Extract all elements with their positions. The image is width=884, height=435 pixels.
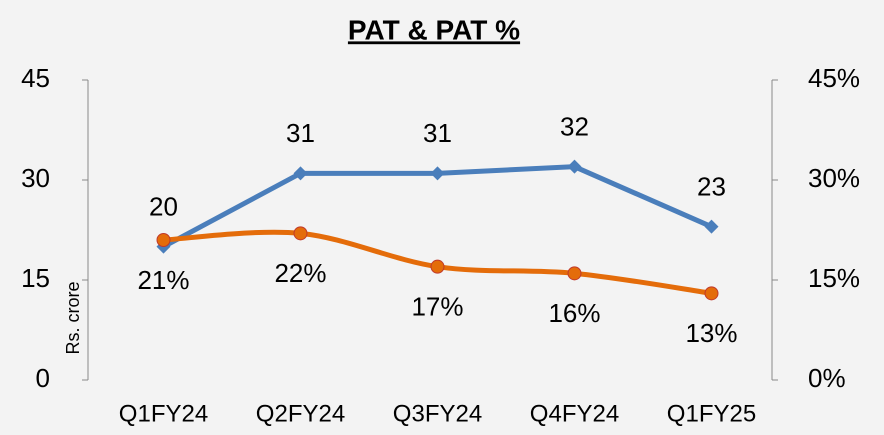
point <box>567 159 582 174</box>
point <box>293 166 308 181</box>
data-label: 22% <box>274 258 326 288</box>
x-tick-label: Q2FY24 <box>256 400 345 427</box>
x-tick-label: Q1FY25 <box>667 400 756 427</box>
point <box>704 219 719 234</box>
data-label: 21% <box>137 265 189 295</box>
y-tick-label: 0 <box>36 363 50 393</box>
y2-tick-label: 15% <box>808 263 860 293</box>
x-tick-label: Q1FY24 <box>119 400 208 427</box>
y-tick-label: 45 <box>21 63 50 93</box>
x-tick-label: Q4FY24 <box>530 400 619 427</box>
y2-tick-label: 0% <box>808 363 846 393</box>
data-label: 16% <box>548 298 600 328</box>
data-label: 13% <box>685 318 737 348</box>
y2-tick-label: 45% <box>808 63 860 93</box>
x-tick-label: Q3FY24 <box>393 400 482 427</box>
point <box>567 266 582 281</box>
point <box>430 259 445 274</box>
y-axis-label: Rs. crore <box>63 281 83 354</box>
chart-title: PAT & PAT % <box>348 14 520 45</box>
point <box>430 166 445 181</box>
point <box>156 233 171 247</box>
data-label: 32 <box>560 112 589 142</box>
data-label: 31 <box>423 118 452 148</box>
data-label: 31 <box>286 118 315 148</box>
data-label: 23 <box>697 172 726 202</box>
data-label: 20 <box>149 192 178 222</box>
point <box>704 286 719 301</box>
data-label: 17% <box>411 292 463 322</box>
y2-tick-label: 30% <box>808 163 860 193</box>
y-tick-label: 30 <box>21 163 50 193</box>
point <box>293 226 308 241</box>
y-tick-label: 15 <box>21 263 50 293</box>
